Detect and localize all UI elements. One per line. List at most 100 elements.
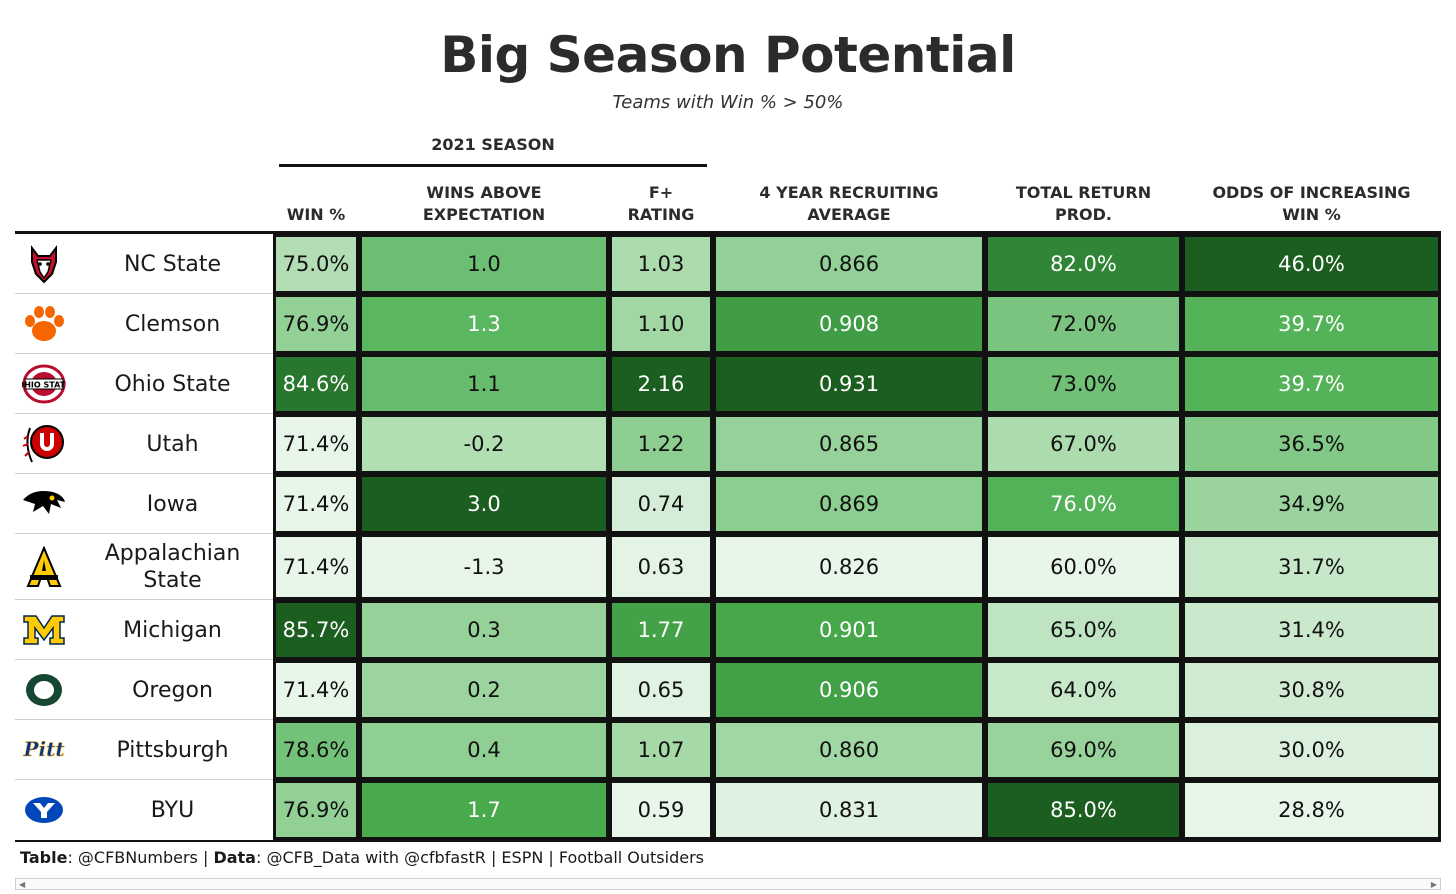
column-header-retprod: TOTAL RETURN PROD.	[1015, 183, 1152, 224]
cell-recruit: 0.901	[713, 600, 985, 660]
cell-fplus: 1.03	[609, 234, 713, 294]
cell-win-pct: 76.9%	[273, 780, 359, 840]
source-footer: Table: @CFBNumbers | Data: @CFB_Data wit…	[20, 848, 704, 867]
cell-wae: 1.7	[359, 780, 609, 840]
nc-state-wolf-logo-icon	[19, 234, 69, 294]
scroll-right-arrow-icon[interactable]: ▶	[1430, 880, 1437, 889]
cell-odds: 31.4%	[1182, 600, 1441, 660]
table-row: Pitt Pittsburgh 78.6% 0.4 1.07 0.860 69.0% 30.0…	[15, 720, 1441, 780]
row-separator	[15, 719, 273, 720]
app-state-a-logo-icon	[19, 534, 69, 600]
row-separator	[15, 599, 273, 600]
table-row: BYU 76.9% 1.7 0.59 0.831 85.0% 28.8%	[15, 780, 1441, 840]
cell-recruit: 0.826	[713, 534, 985, 600]
cell-wae: -0.2	[359, 414, 609, 474]
cell-retprod: 60.0%	[985, 534, 1182, 600]
cell-win-pct: 75.0%	[273, 234, 359, 294]
cell-win-pct: 71.4%	[273, 474, 359, 534]
column-header-wae: WINS ABOVE EXPECTATION	[422, 183, 546, 224]
svg-text:Pitt: Pitt	[22, 737, 65, 761]
scroll-left-arrow-icon[interactable]: ◀	[19, 880, 26, 889]
season-spanner-line	[279, 164, 707, 167]
cell-recruit: 0.908	[713, 294, 985, 354]
row-separator	[15, 293, 273, 294]
cell-odds: 36.5%	[1182, 414, 1441, 474]
cell-recruit: 0.860	[713, 720, 985, 780]
column-header-recruit: 4 YEAR RECRUITING AVERAGE	[759, 183, 939, 224]
cell-wae: 1.3	[359, 294, 609, 354]
cell-retprod: 64.0%	[985, 660, 1182, 720]
footer-data-label: Data	[213, 848, 256, 867]
column-header-odds: ODDS OF INCREASING WIN %	[1212, 183, 1411, 224]
season-spanner-label: 2021 SEASON	[431, 135, 555, 154]
cell-recruit: 0.906	[713, 660, 985, 720]
team-name: Utah	[146, 431, 199, 457]
team-name: Pittsburgh	[116, 737, 229, 763]
svg-text:OHIO STATE: OHIO STATE	[22, 381, 66, 390]
team-name: Oregon	[132, 677, 213, 703]
column-header-win-pct: WIN %	[286, 205, 346, 224]
row-separator	[15, 659, 273, 660]
team-name: NC State	[123, 251, 222, 277]
cell-retprod: 72.0%	[985, 294, 1182, 354]
cell-win-pct: 71.4%	[273, 414, 359, 474]
team-name: BYU	[150, 797, 195, 823]
cell-fplus: 1.77	[609, 600, 713, 660]
cell-fplus: 0.65	[609, 660, 713, 720]
table-row: Michigan 85.7% 0.3 1.77 0.901 65.0% 31.4%	[15, 600, 1441, 660]
utah-u-logo-icon	[19, 414, 69, 474]
cell-recruit: 0.865	[713, 414, 985, 474]
cell-fplus: 0.74	[609, 474, 713, 534]
row-separator	[15, 353, 273, 354]
cell-fplus: 1.10	[609, 294, 713, 354]
pitt-script-logo-icon: Pitt	[19, 720, 69, 780]
row-separator	[15, 413, 273, 414]
table-row: Appalachian State 71.4% -1.3 0.63 0.826 60.0%…	[15, 534, 1441, 600]
footer-table-label: Table	[20, 848, 68, 867]
row-separator	[15, 473, 273, 474]
row-separator	[15, 779, 273, 780]
cell-odds: 34.9%	[1182, 474, 1441, 534]
cell-odds: 30.8%	[1182, 660, 1441, 720]
cell-fplus: 1.07	[609, 720, 713, 780]
horizontal-scrollbar[interactable]: ◀ ▶	[15, 878, 1441, 890]
cell-win-pct: 76.9%	[273, 294, 359, 354]
cell-win-pct: 78.6%	[273, 720, 359, 780]
cell-odds: 39.7%	[1182, 294, 1441, 354]
cell-odds: 28.8%	[1182, 780, 1441, 840]
cell-recruit: 0.931	[713, 354, 985, 414]
cell-odds: 46.0%	[1182, 234, 1441, 294]
cell-fplus: 1.22	[609, 414, 713, 474]
table-subtitle: Teams with Win % > 50%	[612, 92, 844, 113]
cell-retprod: 67.0%	[985, 414, 1182, 474]
cell-recruit: 0.831	[713, 780, 985, 840]
footer-table-value: : @CFBNumbers |	[67, 848, 214, 867]
table-row: OHIO STATE Ohio State 84.6%1.12.160.93173.…	[15, 354, 1441, 414]
team-name: Ohio State	[114, 371, 231, 397]
table-row: Clemson 76.9% 1.3 1.10 0.908 72.0% 39.7%	[15, 294, 1441, 354]
table-bottom-rule	[15, 840, 1441, 842]
cell-retprod: 76.0%	[985, 474, 1182, 534]
team-name: Appalachian State	[104, 541, 241, 593]
cell-odds: 30.0%	[1182, 720, 1441, 780]
footer-data-value: : @CFB_Data with @cfbfastR | ESPN | Foot…	[255, 848, 704, 867]
ohio-state-logo-icon: OHIO STATE	[19, 354, 69, 414]
cell-odds: 39.7%	[1182, 354, 1441, 414]
cell-retprod: 85.0%	[985, 780, 1182, 840]
cell-fplus: 0.59	[609, 780, 713, 840]
cell-win-pct: 85.7%	[273, 600, 359, 660]
cell-odds: 31.7%	[1182, 534, 1441, 600]
cell-wae: 0.4	[359, 720, 609, 780]
table-row: Utah 71.4% -0.2 1.22 0.865 67.0% 36.5%	[15, 414, 1441, 474]
iowa-hawkeye-logo-icon	[19, 474, 69, 534]
byu-y-logo-icon	[19, 780, 69, 840]
cell-wae: 1.1	[359, 354, 609, 414]
michigan-m-logo-icon	[19, 600, 69, 660]
cell-wae: 0.2	[359, 660, 609, 720]
cell-recruit: 0.869	[713, 474, 985, 534]
table-row: Iowa 71.4% 3.0 0.74 0.869 76.0% 34.9%	[15, 474, 1441, 534]
cell-retprod: 73.0%	[985, 354, 1182, 414]
cell-retprod: 69.0%	[985, 720, 1182, 780]
cell-retprod: 82.0%	[985, 234, 1182, 294]
clemson-paw-logo-icon	[19, 294, 69, 354]
